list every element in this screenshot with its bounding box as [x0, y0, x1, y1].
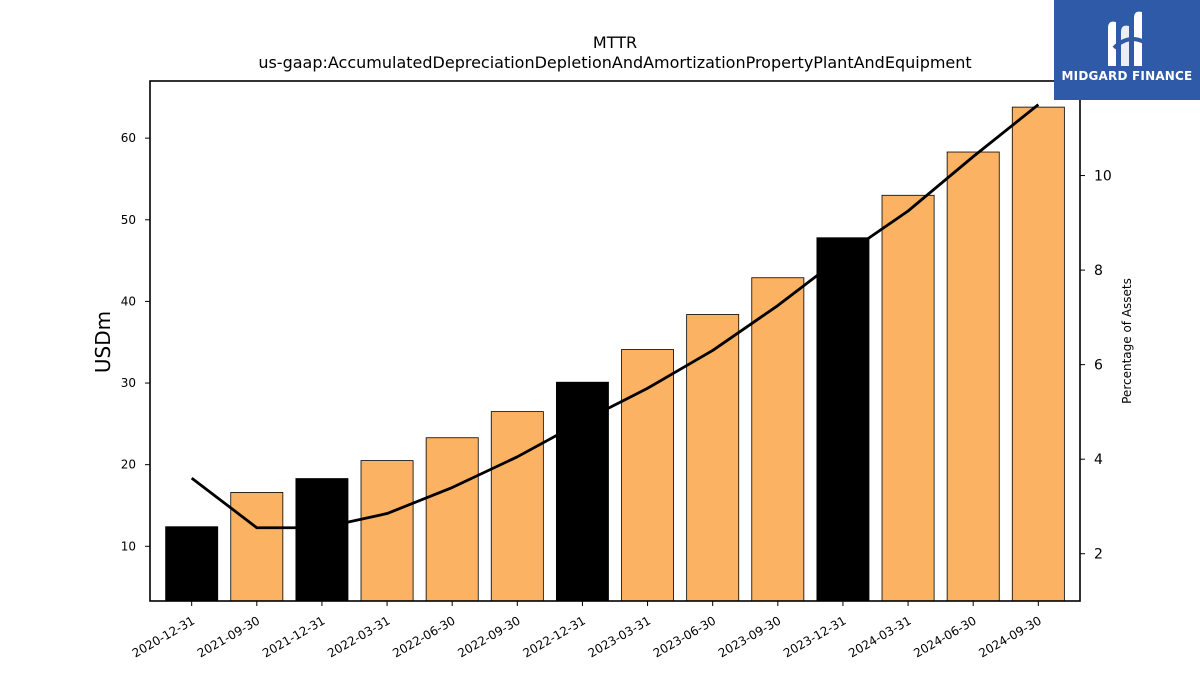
x-tick-label: 2023-06-30: [651, 613, 718, 660]
chart-subtitle: us-gaap:AccumulatedDepreciationDepletion…: [258, 53, 971, 72]
plot-frame: [149, 80, 1081, 602]
chart-title: MTTR: [593, 33, 637, 52]
y-tick-label: 20: [121, 458, 136, 472]
logo-mark-icon: [1108, 11, 1145, 67]
bar: [295, 478, 349, 602]
y-tick-label: 40: [121, 294, 136, 308]
y2-axis-label: Percentage of Assets: [1120, 278, 1134, 404]
bar: [751, 277, 805, 602]
percentage-line-path: [190, 103, 1040, 530]
x-tick-label: 2022-06-30: [390, 613, 457, 660]
y-tick-label: 60: [121, 131, 136, 145]
bar: [816, 237, 870, 602]
x-tick-label: 2020-12-31: [130, 613, 197, 660]
x-tick-label: 2024-03-31: [846, 613, 913, 660]
bar: [1011, 106, 1065, 602]
bar: [360, 460, 414, 602]
brand-logo: MIDGARD FINANCE: [1054, 0, 1200, 100]
bar: [425, 437, 479, 602]
bar: [490, 411, 544, 602]
x-tick-label: 2023-03-31: [586, 613, 653, 660]
x-tick-label: 2022-03-31: [325, 613, 392, 660]
x-tick-label: 2021-09-30: [195, 613, 262, 660]
bar: [686, 314, 740, 602]
y2-tick-label: 4: [1094, 452, 1103, 468]
brand-name: MIDGARD FINANCE: [1061, 69, 1193, 83]
bars: [165, 106, 1065, 602]
x-tick-label: 2024-06-30: [911, 613, 978, 660]
x-tick-label: 2024-09-30: [976, 613, 1043, 660]
percentage-line: [190, 103, 1040, 530]
y-tick-label: 50: [121, 213, 136, 227]
bar: [621, 349, 675, 602]
x-tick-label: 2023-09-30: [716, 613, 783, 660]
bar: [881, 194, 935, 602]
bar: [230, 492, 284, 602]
x-tick-label: 2023-12-31: [781, 613, 848, 660]
y2-tick-label: 8: [1094, 263, 1103, 279]
bar: [555, 381, 609, 602]
bar: [165, 526, 219, 602]
y-tick-label: 30: [121, 376, 136, 390]
x-tick-label: 2021-12-31: [260, 613, 327, 660]
bar: [946, 151, 1000, 602]
y2-tick-label: 10: [1094, 169, 1112, 185]
y2-tick-label: 6: [1094, 358, 1103, 374]
x-tick-label: 2022-09-30: [455, 613, 522, 660]
y-tick-label: 10: [121, 539, 136, 553]
y2-tick-label: 2: [1094, 547, 1103, 563]
x-tick-label: 2022-12-31: [521, 613, 588, 660]
y-axis-label: USDm: [91, 311, 115, 373]
